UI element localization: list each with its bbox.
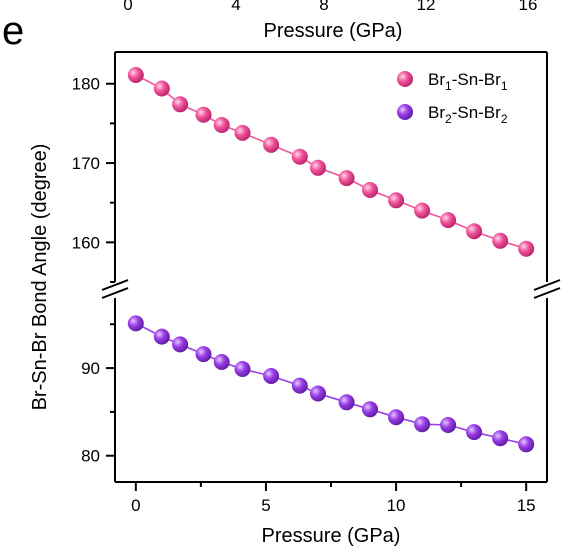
break-mark xyxy=(101,279,129,291)
top-tick-label: 16 xyxy=(519,0,538,14)
axis-ticks: 0 5 10 15 160 170 180 80 90 xyxy=(72,75,536,515)
data-point-series-2 xyxy=(195,346,212,363)
x-axis-title: Pressure (GPa) xyxy=(262,525,401,547)
x-tick-label: 0 xyxy=(131,496,140,515)
data-point-series-1 xyxy=(388,192,405,209)
data-point-series-1 xyxy=(338,170,355,187)
data-point-series-1 xyxy=(466,223,483,240)
data-point-series-2 xyxy=(127,315,144,332)
top-tick-label: 4 xyxy=(231,0,240,14)
legend-label-br2: Br2-Sn-Br2 xyxy=(428,103,508,126)
y-tick-label-lower: 80 xyxy=(81,447,100,466)
top-axis-title: Pressure (GPa) xyxy=(264,20,403,42)
data-point-series-2 xyxy=(234,361,251,377)
break-mark xyxy=(101,287,129,299)
data-point-series-2 xyxy=(153,328,170,345)
data-point-series-2 xyxy=(362,401,378,418)
data-point-series-1 xyxy=(291,148,308,165)
top-tick-label: 0 xyxy=(123,0,132,14)
data-point-series-1 xyxy=(195,106,212,123)
x-tick-label: 10 xyxy=(387,496,406,515)
legend: Br1-Sn-Br1 Br2-Sn-Br2 xyxy=(397,70,508,126)
data-point-series-1 xyxy=(310,159,326,176)
data-point-series-1 xyxy=(518,240,535,257)
plot-frame xyxy=(114,51,548,483)
break-mark xyxy=(533,279,561,291)
data-point-series-2 xyxy=(310,385,326,402)
legend-label-br1: Br1-Sn-Br1 xyxy=(428,70,508,93)
data-point-series-1 xyxy=(213,117,230,133)
data-point-series-2 xyxy=(388,409,405,426)
data-point-series-2 xyxy=(466,424,483,441)
data-point-series-1 xyxy=(172,96,189,113)
data-point-series-2 xyxy=(492,430,509,447)
data-point-series-2 xyxy=(213,354,230,370)
data-point-series-1 xyxy=(440,212,457,229)
panel-label: e xyxy=(2,9,24,53)
y-tick-label-upper: 160 xyxy=(72,233,100,252)
data-point-series-1 xyxy=(234,124,251,141)
data-point-series-1 xyxy=(414,202,431,219)
data-point-series-2 xyxy=(263,368,280,384)
y-tick-label-lower: 90 xyxy=(81,359,100,378)
top-tick-label: 12 xyxy=(417,0,436,14)
data-point-series-1 xyxy=(127,67,144,83)
data-point-series-1 xyxy=(362,182,378,198)
axis-break-marks xyxy=(101,279,561,299)
y-tick-label-upper: 170 xyxy=(72,154,100,173)
x-tick-label: 5 xyxy=(261,496,270,515)
x-tick-label: 15 xyxy=(517,496,536,515)
data-point-series-2 xyxy=(338,394,355,411)
data-point-series-2 xyxy=(172,336,189,353)
break-mark xyxy=(533,287,561,299)
data-point-series-1 xyxy=(153,80,170,97)
data-point-series-2 xyxy=(291,377,308,394)
legend-marker-br2 xyxy=(397,104,413,120)
data-point-series-1 xyxy=(492,232,509,249)
data-point-series-2 xyxy=(440,417,457,433)
data-point-series-2 xyxy=(518,436,535,453)
y-tick-label-upper: 180 xyxy=(72,75,100,94)
top-tick-label: 8 xyxy=(319,0,328,14)
y-axis-title: Br-Sn-Br Bond Angle (degree) xyxy=(29,144,51,411)
series-line-1 xyxy=(135,74,527,250)
data-point-series-1 xyxy=(263,136,280,153)
series-line-2 xyxy=(135,322,527,446)
top-axis: 0 4 8 12 16 Pressure (GPa) xyxy=(123,0,537,42)
data-series xyxy=(127,67,535,453)
data-point-series-2 xyxy=(414,416,431,433)
legend-marker-br1 xyxy=(397,71,413,87)
